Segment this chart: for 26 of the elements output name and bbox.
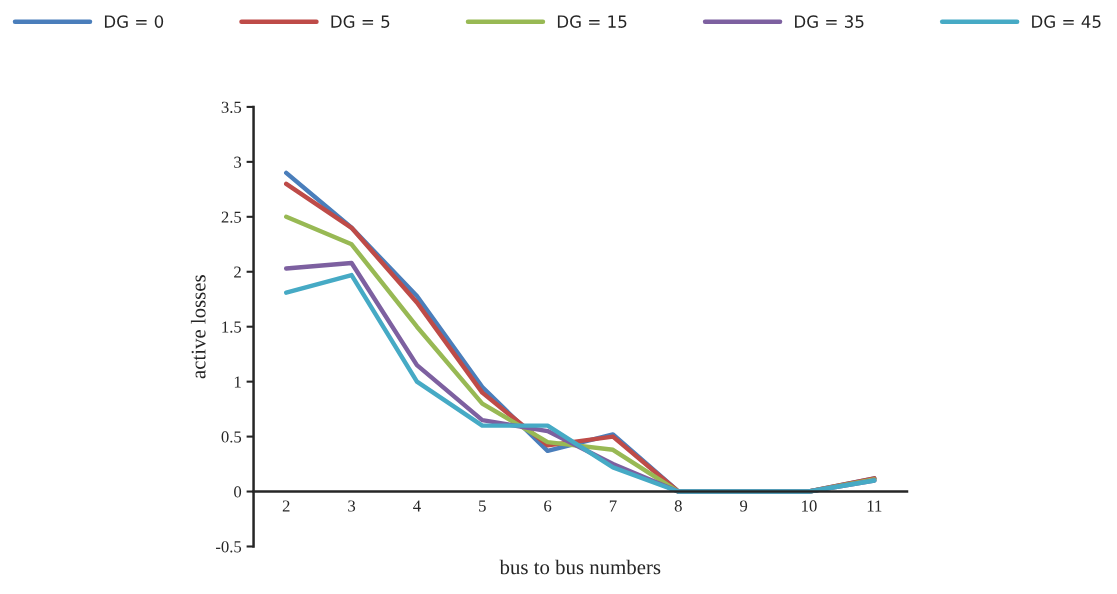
legend-label: DG = 15	[557, 15, 627, 28]
y-tick-label: 0	[234, 486, 242, 498]
y-tick-label: 3.5	[221, 101, 242, 113]
y-tick-label: -0.5	[215, 541, 242, 553]
x-tick-label: 2	[282, 500, 290, 512]
x-tick-label: 10	[802, 500, 817, 512]
y-axis-title: active losses	[190, 275, 206, 379]
legend-label: DG = 5	[331, 15, 390, 28]
x-tick-label: 5	[479, 500, 486, 512]
legend-label: DG = 35	[795, 15, 864, 28]
legend-label: DG = 45	[1032, 15, 1101, 28]
y-tick-label: 2.5	[221, 211, 242, 223]
x-axis-title: bus to bus numbers	[499, 559, 661, 575]
y-tick-label: 1	[234, 376, 241, 388]
x-tick-label: 3	[348, 500, 356, 512]
x-tick-label: 11	[867, 500, 882, 512]
y-tick-label: 1.5	[222, 321, 242, 333]
y-tick-label: 0.5	[221, 431, 242, 443]
legend-label: DG = 0	[104, 15, 164, 28]
y-tick-label: 2	[234, 266, 241, 278]
x-tick-label: 4	[413, 500, 421, 512]
x-tick-label: 6	[544, 500, 552, 512]
x-tick-label: 8	[674, 500, 682, 512]
y-tick-label: 3	[234, 156, 242, 168]
x-tick-label: 7	[609, 500, 617, 512]
x-tick-label: 9	[740, 500, 748, 512]
